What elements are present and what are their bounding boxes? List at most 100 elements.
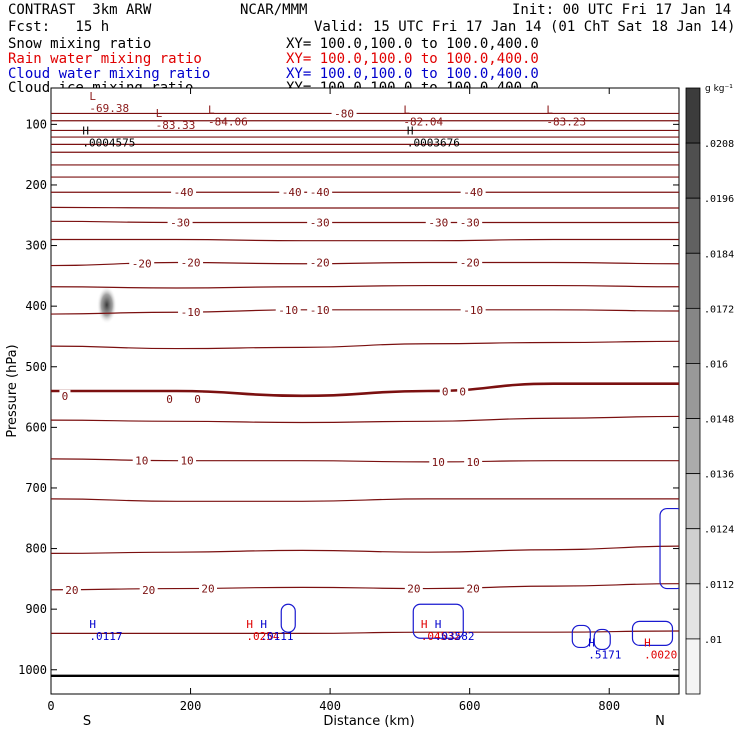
contour-label: 20 (407, 583, 420, 596)
colorbar-swatch (685, 142, 701, 199)
contour-label-bg (460, 303, 486, 316)
temperature-contour-m5 (51, 340, 679, 350)
contour-label: -20 (460, 257, 480, 270)
north-label: N (655, 714, 665, 729)
contour-label: -10 (463, 304, 483, 317)
high-marker: H (644, 637, 651, 650)
contour-label-bg (178, 306, 204, 319)
colorbar-swatch (685, 363, 701, 419)
temperature-contour-m30 (51, 220, 679, 224)
high-marker: H (82, 125, 89, 138)
y-tick-label: 900 (25, 602, 47, 616)
field-xy-cloud-water: XY= 100.0,100.0 to 100.0,400.0 (286, 66, 539, 82)
contour-label: 0 (194, 393, 201, 406)
temperature-contour-25 (51, 583, 679, 591)
contour-label: -40 (282, 186, 302, 199)
temperature-contour-m10 (51, 309, 679, 315)
extremum-value: -83.23 (546, 115, 586, 128)
contour-label: -10 (181, 306, 201, 319)
contour-label-bg (129, 257, 155, 270)
extremum-value: .03582 (435, 630, 475, 643)
temperature-contour-15 (51, 498, 679, 502)
colorbar-tick-label: .0196 (704, 194, 734, 205)
contour-label-bg (307, 303, 333, 316)
high-marker: H (588, 637, 595, 650)
cloud-water-contour (593, 628, 611, 651)
y-tick-label: 100 (25, 117, 47, 131)
contour-label-bg (464, 582, 483, 595)
x-tick-label: 400 (319, 699, 341, 713)
contour-label-bg (457, 216, 483, 229)
colorbar: .0208 .0196 .0184 .0172 .016 .0148 .0136 .0124.… (685, 87, 734, 695)
high-marker: H (246, 618, 253, 631)
contour-label: 10 (467, 456, 480, 469)
extremum-value: .04532 (421, 630, 461, 643)
extremum-value: .5171 (588, 649, 621, 662)
contour-label: 20 (65, 584, 78, 597)
contour-label: 0 (62, 390, 69, 403)
colorbar-tick-label: .0172 (704, 304, 734, 315)
x-tick-label: 800 (598, 699, 620, 713)
contour-label: 20 (467, 583, 480, 596)
cloud-water-contour (659, 507, 679, 590)
contour-label-bg (132, 454, 151, 467)
y-tick-label: 1000 (18, 663, 47, 677)
extremum-value: .0254 (246, 630, 279, 643)
contour-label: -20 (132, 258, 152, 271)
contour-label-bg (59, 389, 71, 402)
contour-label: 0 (442, 386, 449, 399)
contour-label-bg (307, 216, 333, 229)
extremum-value: .0117 (89, 630, 122, 643)
colorbar-swatch (685, 583, 701, 640)
high-marker: H (435, 618, 442, 631)
field-xy-rain: XY= 100.0,100.0 to 100.0,400.0 (286, 51, 539, 67)
extremum-value: -69.38 (89, 102, 129, 115)
contour-label-bg (62, 583, 81, 596)
cloud-ice-maximum (96, 285, 117, 324)
temperature-contour-m25 (51, 238, 679, 242)
contour-label-bg (457, 256, 483, 269)
contour-label: -40 (463, 186, 483, 199)
contour-label: -10 (278, 304, 298, 317)
contour-label: 10 (180, 455, 193, 468)
low-marker: L (403, 103, 410, 116)
high-marker: H (421, 618, 428, 631)
contour-label: -30 (428, 217, 448, 230)
temperature-contour-m20 (51, 261, 679, 267)
colorbar-units: g kg⁻¹ (705, 84, 733, 94)
extremum-value: .0020 (644, 649, 677, 662)
contour-label: 20 (142, 584, 155, 597)
contour-label-bg (439, 385, 451, 398)
temperature-contour-m15 (51, 284, 679, 289)
field-name-rain: Rain water mixing ratio (8, 51, 202, 67)
contour-label: -20 (310, 257, 330, 270)
contour-label-bg (460, 186, 486, 199)
colorbar-tick-label: .0112 (704, 580, 734, 591)
contour-label: -30 (170, 217, 190, 230)
colorbar-tick-label: .0184 (704, 249, 734, 260)
extremum-value: -84.06 (208, 115, 248, 128)
cloud-water-contour (280, 603, 296, 633)
colorbar-swatch (685, 418, 701, 475)
colorbar-swatch (685, 252, 701, 309)
contour-label-bg (164, 392, 176, 405)
high-marker: H (260, 618, 267, 631)
y-tick-label: 600 (25, 420, 47, 434)
contour-label-bg (178, 454, 197, 467)
extremum-value: .0111 (260, 630, 293, 643)
valid-time: Valid: 15 UTC Fri 17 Jan 14 (01 ChT Sat … (314, 19, 736, 35)
colorbar-swatch (685, 528, 701, 585)
contour-label-bg (307, 186, 333, 199)
field-xy-snow: XY= 100.0,100.0 to 100.0,400.0 (286, 36, 539, 52)
contour-label-bg (429, 455, 448, 468)
colorbar-swatch (685, 473, 701, 530)
colorbar-swatch (685, 197, 701, 254)
colorbar-tick-label: .01 (704, 635, 722, 646)
contour-label: -40 (174, 186, 194, 199)
extremum-value: -82.04 (403, 115, 443, 128)
low-marker: L (89, 90, 96, 103)
colorbar-tick-label: .0136 (704, 470, 734, 481)
contour-label: -80 (334, 107, 354, 120)
temperature-contour-10 (51, 458, 679, 463)
